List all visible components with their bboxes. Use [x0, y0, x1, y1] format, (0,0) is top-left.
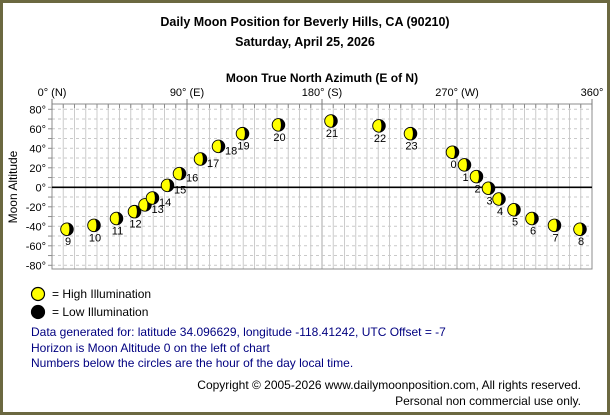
- hour-label: 7: [552, 232, 558, 244]
- hour-label: 6: [530, 226, 536, 238]
- hour-label: 21: [326, 128, 338, 140]
- moon-marker-hour-12: 12: [127, 204, 142, 231]
- hour-label: 15: [174, 184, 186, 196]
- hour-label: 3: [486, 195, 492, 207]
- hour-label: 11: [112, 226, 123, 238]
- moon-marker-hour-5: 5: [507, 202, 521, 229]
- y-tick-label: 80°: [29, 104, 46, 116]
- high-illumination-icon: [30, 286, 46, 301]
- hour-label: 17: [207, 158, 219, 170]
- moon-position-chart: Moon True North Azimuth (E of N) 0° (N) 9…: [6, 71, 604, 272]
- footer: Copyright © 2005-2026 www.dailymoonposit…: [31, 377, 581, 409]
- moon-marker-hour-2: 2: [469, 169, 484, 196]
- hour-label: 9: [65, 236, 71, 248]
- x-tick-marks: [51, 99, 593, 110]
- y-tick-label: 60°: [29, 124, 46, 136]
- hour-label: 0: [450, 159, 456, 171]
- usage-text: Personal non commercial use only.: [395, 394, 581, 408]
- moon-marker-hour-22: 22: [372, 119, 386, 145]
- note-horizon: Horizon is Moon Altitude 0 on the left o…: [31, 340, 270, 355]
- moon-marker-hour-17: 17: [193, 152, 219, 170]
- hour-label: 13: [152, 204, 164, 216]
- moon-marker-hour-4: 4: [492, 192, 506, 218]
- hour-label: 23: [405, 141, 417, 153]
- moon-marker-hour-8: 8: [573, 222, 587, 248]
- x-tick-label: 90° (E): [170, 87, 204, 99]
- hour-label: 14: [159, 197, 171, 209]
- hour-label: 5: [512, 217, 518, 229]
- legend-low-illumination: = Low Illumination: [30, 303, 148, 320]
- y-tick-label: 20°: [29, 163, 46, 175]
- hour-label: 18: [225, 145, 237, 157]
- moon-marker-hour-15: 15: [160, 178, 186, 196]
- y-tick-label: -40°: [26, 221, 46, 233]
- hour-label: 4: [497, 206, 503, 218]
- y-tick-marks: [48, 108, 52, 266]
- hour-label: 10: [89, 232, 101, 244]
- x-tick-label: 270° (W): [435, 87, 479, 99]
- y-tick-label: -60°: [26, 241, 46, 253]
- chart-date: Saturday, April 25, 2026: [235, 35, 375, 49]
- hour-label: 19: [237, 141, 249, 153]
- hour-label: 22: [374, 133, 386, 145]
- moon-marker-hour-7: 7: [547, 218, 562, 244]
- x-tick-label: 0° (N): [38, 87, 67, 99]
- hour-label: 2: [474, 184, 480, 196]
- moon-marker-hour-20: 20: [271, 118, 286, 144]
- moon-marker-hour-3: 3: [481, 181, 496, 207]
- hour-label: 12: [129, 219, 141, 231]
- legend-high-label: = High Illumination: [52, 286, 152, 301]
- moon-marker-hour-14: 14: [145, 191, 171, 209]
- y-tick-label: 0°: [35, 182, 46, 194]
- data-notes: Data generated for: latitude 34.096629, …: [31, 325, 446, 372]
- hour-label: 1: [462, 172, 468, 184]
- moon-marker-hour-0: 0: [445, 145, 460, 171]
- x-axis-title: Moon True North Azimuth (E of N): [226, 71, 418, 85]
- moon-marker-hour-23: 23: [403, 126, 418, 153]
- legend-low-label: = Low Illumination: [52, 304, 149, 319]
- x-tick-label: 180° (S): [302, 87, 342, 99]
- moon-marker-hour-11: 11: [109, 211, 124, 238]
- y-axis-title: Moon Altitude: [6, 150, 20, 223]
- moon-marker-hour-1: 1: [457, 158, 472, 184]
- moon-marker-hour-21: 21: [324, 114, 338, 140]
- moon-marker-hour-18: 18: [211, 139, 237, 157]
- y-tick-labels: 80° 60° 40° 20° 0° -20° -40° -60° -80°: [26, 104, 46, 272]
- x-tick-labels: 0° (N) 90° (E) 180° (S) 270° (W) 360°: [38, 87, 604, 99]
- copyright-text: Copyright © 2005-2026 www.dailymoonposit…: [197, 378, 581, 392]
- y-grid: [52, 108, 592, 266]
- y-tick-label: 40°: [29, 143, 46, 155]
- legend-high-illumination: = High Illumination: [30, 285, 151, 302]
- hour-label: 20: [273, 132, 285, 144]
- moon-marker-hour-19: 19: [235, 126, 250, 153]
- moon-marker-hour-6: 6: [525, 211, 539, 238]
- moon-marker-hour-9: 9: [60, 222, 74, 248]
- moon-marker-hour-16: 16: [172, 166, 198, 185]
- hour-label: 16: [186, 173, 198, 185]
- y-tick-label: -80°: [26, 260, 46, 272]
- hour-label: 8: [578, 236, 584, 248]
- note-location: Data generated for: latitude 34.096629, …: [31, 325, 446, 339]
- moon-marker-hour-10: 10: [87, 218, 101, 244]
- y-tick-label: -20°: [26, 202, 46, 214]
- x-tick-label: 360°: [581, 87, 604, 99]
- note-hours: Numbers below the circles are the hour o…: [31, 356, 354, 370]
- chart-title: Daily Moon Position for Beverly Hills, C…: [160, 15, 450, 29]
- low-illumination-icon: [30, 304, 46, 319]
